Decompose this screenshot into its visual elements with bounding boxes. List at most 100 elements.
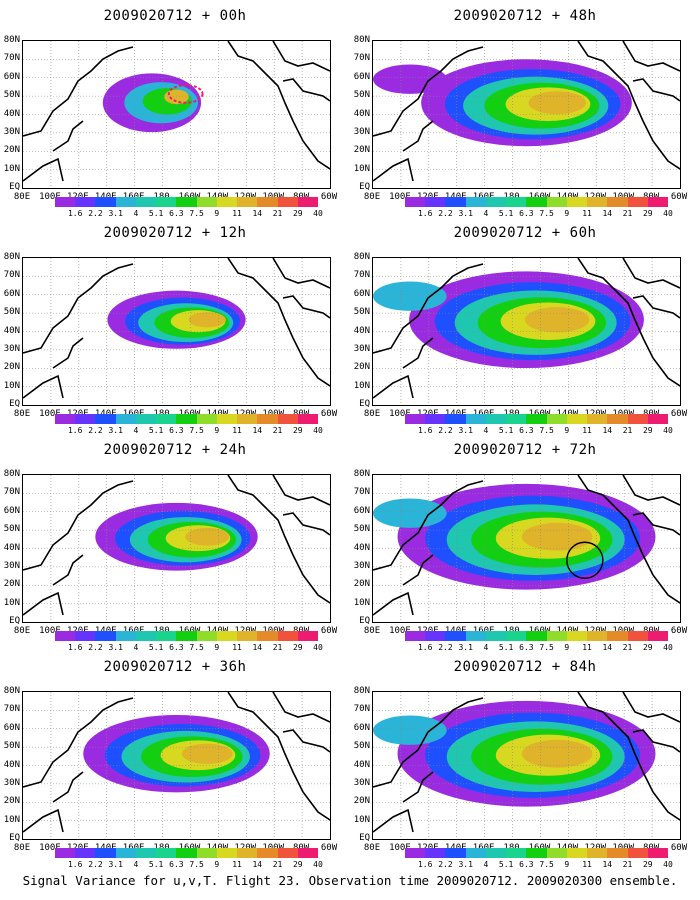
colorbar-swatch bbox=[506, 631, 527, 641]
colorbar-label: 9 bbox=[214, 643, 220, 652]
coastline bbox=[23, 374, 64, 399]
colorbar-label: 9 bbox=[214, 209, 220, 218]
colorbar-label: 5.1 bbox=[498, 643, 514, 652]
colorbar-swatch bbox=[566, 414, 588, 424]
colorbar-label: 4 bbox=[483, 643, 489, 652]
coastline bbox=[632, 78, 680, 102]
colorbar-label: 29 bbox=[642, 209, 653, 218]
colorbar-label: 4 bbox=[133, 860, 139, 869]
map-svg bbox=[373, 475, 680, 622]
latitude-label: 60N bbox=[3, 722, 20, 733]
colorbar-label: 14 bbox=[252, 643, 263, 652]
colorbar-swatch bbox=[176, 414, 197, 424]
colorbar-swatch bbox=[135, 631, 157, 641]
latitude-label: 70N bbox=[353, 704, 370, 715]
colorbar-label: 21 bbox=[622, 860, 633, 869]
colorbar-swatch bbox=[506, 414, 527, 424]
longitude-label: 100E bbox=[389, 192, 411, 202]
panel-title: 2009020712 + 84h bbox=[453, 659, 597, 675]
coastline bbox=[272, 692, 330, 723]
map-area bbox=[22, 257, 331, 406]
colorbar-swatch bbox=[587, 631, 608, 641]
latitude-label: 20N bbox=[3, 579, 20, 590]
colorbar-label: 6.3 bbox=[169, 426, 184, 435]
colorbar-swatch bbox=[297, 197, 319, 207]
map-panel: 2009020712 + 00h 80N 70N 60N 50N 40N 30N 20N 10N… bbox=[0, 0, 350, 222]
colorbar-label: 6.3 bbox=[519, 426, 534, 435]
variance-contour bbox=[373, 64, 447, 94]
latitude-label: 40N bbox=[353, 759, 370, 770]
longitude-label: 80E bbox=[363, 843, 381, 853]
colorbar-label: 1.6 bbox=[67, 643, 83, 652]
colorbar-label: 2.2 bbox=[88, 426, 103, 435]
longitude-label: 100E bbox=[389, 843, 411, 853]
colorbar-swatch bbox=[627, 848, 648, 858]
colorbar-swatch bbox=[405, 631, 426, 641]
colorbar-swatch bbox=[196, 197, 217, 207]
colorbar bbox=[55, 414, 319, 424]
variance-contour bbox=[164, 89, 189, 105]
colorbar-label: 40 bbox=[663, 209, 673, 218]
latitude-label: 50N bbox=[3, 90, 20, 101]
colorbar-swatch bbox=[75, 414, 96, 424]
map-panel: 2009020712 + 24h 80N 70N 60N 50N 40N 30N 20N 10N… bbox=[0, 434, 350, 656]
latitude-label: 10N bbox=[353, 597, 370, 608]
colorbar bbox=[405, 197, 669, 207]
colorbar-swatch bbox=[216, 414, 238, 424]
coastline bbox=[373, 480, 484, 571]
colorbar-label: 3.1 bbox=[108, 209, 123, 218]
longitude-label: 60W bbox=[320, 409, 338, 419]
colorbar-swatch bbox=[587, 414, 608, 424]
colorbar-swatch bbox=[506, 197, 527, 207]
colorbar-label: 5.1 bbox=[148, 426, 164, 435]
colorbar-label: 7.5 bbox=[189, 860, 204, 869]
coastline bbox=[272, 475, 330, 506]
colorbar-swatch bbox=[526, 197, 547, 207]
colorbar-swatch bbox=[75, 631, 96, 641]
colorbar-swatch bbox=[135, 197, 157, 207]
colorbar-label: 40 bbox=[663, 426, 673, 435]
colorbar-swatch bbox=[216, 197, 238, 207]
colorbar-label: 4 bbox=[483, 426, 489, 435]
colorbar-label: 21 bbox=[622, 426, 633, 435]
colorbar-swatch bbox=[465, 848, 486, 858]
latitude-label: 20N bbox=[3, 362, 20, 373]
coastline bbox=[23, 157, 64, 182]
colorbar-label: 9 bbox=[564, 426, 570, 435]
colorbar-swatch bbox=[75, 848, 96, 858]
colorbar-swatch bbox=[216, 631, 238, 641]
colorbar-swatch bbox=[445, 197, 466, 207]
colorbar-swatch bbox=[55, 414, 76, 424]
latitude-label: 80N bbox=[353, 35, 370, 45]
colorbar-swatch bbox=[546, 197, 567, 207]
map-area bbox=[372, 691, 681, 840]
colorbar-swatch bbox=[75, 197, 96, 207]
colorbar-label: 3.1 bbox=[108, 426, 123, 435]
coastline bbox=[577, 475, 680, 604]
colorbar-label: 21 bbox=[272, 209, 283, 218]
colorbar-swatch bbox=[135, 414, 157, 424]
colorbar-label: 3.1 bbox=[458, 860, 473, 869]
latitude-label: 10N bbox=[3, 380, 20, 391]
colorbar-label: 5.1 bbox=[498, 426, 514, 435]
colorbar-label: 29 bbox=[292, 209, 303, 218]
latitude-label: 40N bbox=[3, 325, 20, 336]
colorbar-label: 6.3 bbox=[519, 209, 534, 218]
latitude-label: 40N bbox=[3, 108, 20, 119]
colorbar-label: 11 bbox=[582, 643, 592, 652]
colorbar-swatch bbox=[297, 848, 319, 858]
colorbar-swatch bbox=[176, 848, 197, 858]
longitude-label: 100E bbox=[39, 192, 61, 202]
variance-contour bbox=[525, 307, 590, 333]
latitude-label: 80N bbox=[353, 686, 370, 696]
map-panel: 2009020712 + 60h 80N 70N 60N 50N 40N 30N 20N 10N… bbox=[350, 217, 700, 439]
colorbar-swatch bbox=[196, 848, 217, 858]
longitude-label: 100E bbox=[39, 843, 61, 853]
coastline bbox=[632, 512, 680, 536]
coastline bbox=[227, 41, 330, 170]
coastline bbox=[402, 554, 434, 586]
colorbar-label: 3.1 bbox=[108, 643, 123, 652]
latitude-label: 50N bbox=[3, 741, 20, 752]
colorbar-swatch bbox=[546, 848, 567, 858]
map-area bbox=[22, 474, 331, 623]
